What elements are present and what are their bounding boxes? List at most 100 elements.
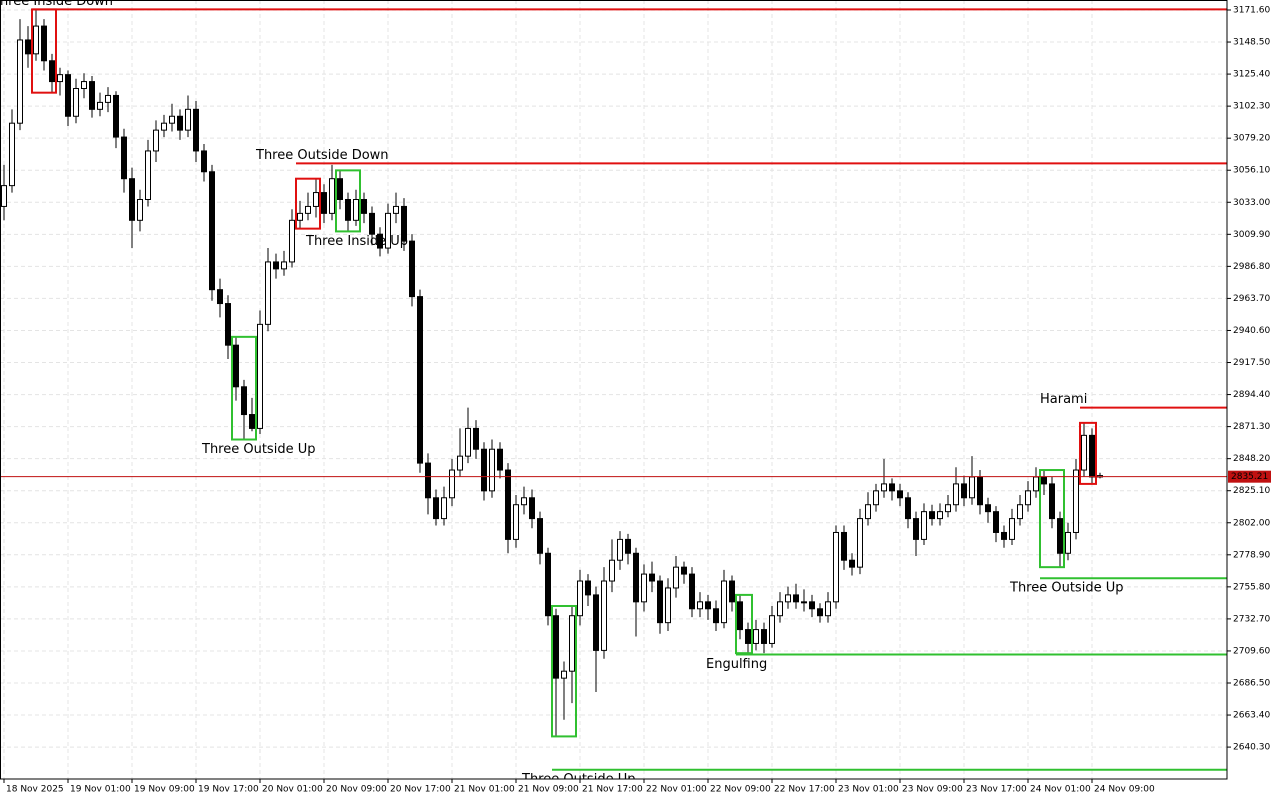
- candle-body: [297, 212, 303, 221]
- candle-body: [441, 497, 447, 520]
- x-tick-label: 24 Nov 01:00: [1030, 785, 1091, 795]
- candle-body: [817, 608, 823, 617]
- candle-body: [193, 108, 199, 152]
- candle-body: [1081, 434, 1087, 471]
- candle-body: [961, 483, 967, 499]
- candle-body: [49, 60, 55, 83]
- candle-body: [857, 518, 863, 568]
- pattern-box: [1039, 469, 1065, 569]
- y-tick-label: 3171.60: [1233, 5, 1270, 15]
- candle-body: [489, 448, 495, 492]
- candle-body: [561, 670, 567, 679]
- y-tick-label: 2732.70: [1233, 614, 1270, 624]
- y-tick-label: 2986.80: [1233, 262, 1270, 272]
- candle-body: [337, 178, 343, 201]
- candle-body: [769, 615, 775, 644]
- pattern-label: Engulfing: [706, 657, 767, 672]
- candle-body: [545, 552, 551, 617]
- candle-body: [97, 101, 103, 110]
- candle-body: [649, 573, 655, 582]
- candle-body: [1033, 476, 1039, 492]
- y-tick-label: 2940.60: [1233, 326, 1270, 336]
- pattern-label: Three Outside Up: [1009, 581, 1123, 596]
- candle-body: [57, 74, 63, 83]
- candle-body: [809, 601, 815, 610]
- candle-body: [505, 469, 511, 540]
- candle-body: [785, 594, 791, 603]
- candle-body: [353, 199, 359, 221]
- candle-body: [129, 178, 135, 221]
- candle-body: [953, 483, 959, 506]
- candle-body: [553, 615, 559, 679]
- candle-body: [457, 455, 463, 471]
- y-tick-label: 2778.90: [1233, 550, 1270, 560]
- x-tick-label: 23 Nov 17:00: [966, 785, 1027, 795]
- candle-body: [529, 497, 535, 520]
- candle-body: [1, 185, 7, 207]
- candle-body: [249, 414, 255, 429]
- x-tick-label: 20 Nov 17:00: [390, 785, 451, 795]
- pattern-box: [335, 169, 361, 233]
- x-tick-label: 21 Nov 17:00: [582, 785, 643, 795]
- candle-body: [745, 629, 751, 644]
- x-tick-label: 21 Nov 09:00: [518, 785, 579, 795]
- candle-body: [761, 629, 767, 644]
- y-tick-label: 2825.10: [1233, 486, 1270, 496]
- candle-body: [705, 601, 711, 610]
- candle-body: [281, 261, 287, 270]
- candle-body: [409, 240, 415, 298]
- candle-body: [161, 122, 167, 131]
- x-tick-label: 20 Nov 01:00: [262, 785, 323, 795]
- candle-body: [33, 25, 39, 55]
- y-tick-label: 3079.20: [1233, 134, 1270, 144]
- candle-body: [81, 81, 87, 90]
- candle-body: [385, 212, 391, 249]
- x-tick-label: 21 Nov 01:00: [454, 785, 515, 795]
- candle-body: [929, 511, 935, 520]
- candle-body: [665, 587, 671, 624]
- y-tick-label: 2663.40: [1233, 711, 1270, 721]
- candle-body: [257, 323, 263, 429]
- candle-body: [569, 615, 575, 672]
- plot-area: Three Inside Down Three Outside Down Three…: [0, 0, 1227, 779]
- candle-body: [777, 601, 783, 617]
- candle-body: [137, 199, 143, 221]
- y-tick-label: 2755.80: [1233, 582, 1270, 592]
- candle-body: [473, 427, 479, 450]
- candle-body: [577, 580, 583, 617]
- candle-body: [225, 303, 231, 346]
- pattern-label: Three Outside Up: [201, 442, 315, 457]
- candle-body: [937, 511, 943, 520]
- y-tick-label: 3148.50: [1233, 38, 1270, 48]
- x-tick-label: 23 Nov 01:00: [838, 785, 899, 795]
- x-tick-label: 18 Nov 2025: [6, 785, 64, 795]
- last-price-label: 2835.21: [1231, 472, 1268, 482]
- candle-body: [425, 462, 431, 499]
- candle-body: [881, 483, 887, 492]
- x-tick-label: 19 Nov 17:00: [198, 785, 259, 795]
- y-tick-label: 2802.00: [1233, 518, 1270, 528]
- candle-body: [601, 580, 607, 651]
- y-tick-label: 3009.90: [1233, 230, 1270, 240]
- x-tick-label: 20 Nov 09:00: [326, 785, 387, 795]
- pattern-box: [551, 604, 577, 738]
- candle-body: [593, 594, 599, 651]
- candle-body: [889, 483, 895, 492]
- candle-body: [633, 552, 639, 603]
- candle-body: [1041, 476, 1047, 485]
- candle-body: [377, 233, 383, 249]
- candle-body: [865, 504, 871, 520]
- candle-body: [153, 129, 159, 152]
- x-tick-label: 24 Nov 09:00: [1094, 785, 1155, 795]
- pattern-label: Three Inside Down: [0, 0, 113, 9]
- candle-body: [217, 289, 223, 305]
- candle-body: [305, 205, 311, 214]
- candle-body: [177, 115, 183, 131]
- x-tick-label: 22 Nov 09:00: [710, 785, 771, 795]
- candle-body: [185, 108, 191, 131]
- y-tick-label: 2848.20: [1233, 454, 1270, 464]
- pattern-box: [295, 177, 321, 230]
